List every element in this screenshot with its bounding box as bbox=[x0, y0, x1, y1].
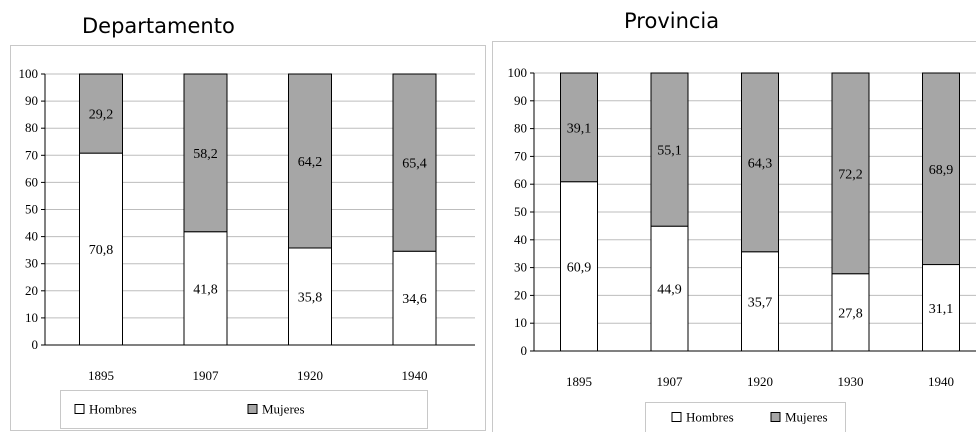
legend-swatch-hombres bbox=[671, 412, 682, 422]
y-tick-label: 60 bbox=[514, 176, 527, 191]
x-tick-label: 1920 bbox=[747, 374, 773, 389]
x-tick-label: 1907 bbox=[657, 374, 684, 389]
data-label-mujeres: 39,1 bbox=[567, 121, 592, 136]
y-tick-label: 80 bbox=[25, 120, 38, 135]
bar-hombres bbox=[650, 225, 689, 352]
x-tick-label: 1895 bbox=[88, 368, 114, 383]
data-label-hombres: 41,8 bbox=[193, 282, 218, 297]
data-label-hombres: 27,8 bbox=[838, 306, 863, 321]
y-tick-label: 0 bbox=[32, 337, 39, 352]
bar-mujeres bbox=[741, 72, 779, 253]
y-tick-label: 100 bbox=[508, 65, 528, 80]
bar-hombres bbox=[79, 152, 123, 346]
data-label-mujeres: 65,4 bbox=[402, 157, 427, 172]
legend-box bbox=[60, 390, 428, 429]
y-tick-label: 20 bbox=[25, 283, 38, 298]
data-label-hombres: 44,9 bbox=[657, 283, 682, 298]
x-tick-label: 1940 bbox=[928, 374, 954, 389]
x-tick-label: 1940 bbox=[402, 368, 428, 383]
y-tick-label: 10 bbox=[514, 315, 527, 330]
y-tick-label: 70 bbox=[514, 148, 527, 163]
bar-hombres bbox=[392, 250, 437, 346]
data-label-hombres: 34,6 bbox=[402, 292, 427, 307]
bar-mujeres bbox=[79, 73, 123, 154]
chart-departamento: 0 10 20 30 40 50 60 70 80 90 100 70,8 29,2 1895 41,8 58… bbox=[10, 45, 486, 431]
y-tick-label: 40 bbox=[25, 229, 38, 244]
legend-swatch-hombres bbox=[74, 404, 85, 414]
data-label-mujeres: 55,1 bbox=[657, 144, 682, 159]
x-tick-label: 1930 bbox=[838, 374, 864, 389]
y-tick-label: 70 bbox=[25, 147, 38, 162]
bar-mujeres bbox=[288, 73, 332, 249]
chart-title-departamento: Departamento bbox=[82, 14, 235, 38]
bar-hombres bbox=[831, 273, 870, 352]
bar-mujeres bbox=[392, 73, 437, 252]
y-tick-label: 90 bbox=[514, 93, 527, 108]
data-label-hombres: 35,7 bbox=[748, 295, 773, 310]
data-label-hombres: 31,1 bbox=[929, 302, 954, 317]
bar-mujeres bbox=[183, 73, 228, 233]
data-label-hombres: 60,9 bbox=[567, 260, 592, 275]
legend-label-mujeres: Mujeres bbox=[785, 410, 828, 425]
legend-label-hombres: Hombres bbox=[686, 410, 734, 425]
data-label-mujeres: 64,3 bbox=[748, 156, 773, 171]
data-label-hombres: 70,8 bbox=[89, 243, 114, 258]
y-tick-label: 50 bbox=[25, 202, 38, 217]
y-tick-label: 100 bbox=[19, 66, 39, 81]
bar-hombres bbox=[741, 251, 779, 352]
data-label-mujeres: 64,2 bbox=[298, 155, 323, 170]
legend-swatch-mujeres bbox=[770, 412, 781, 422]
bar-hombres bbox=[560, 181, 598, 352]
y-tick-label: 20 bbox=[514, 287, 527, 302]
x-tick-label: 1920 bbox=[297, 368, 323, 383]
legend-label-hombres: Hombres bbox=[89, 402, 137, 417]
data-label-hombres: 35,8 bbox=[298, 290, 323, 305]
y-tick-label: 90 bbox=[25, 93, 38, 108]
y-tick-label: 0 bbox=[521, 343, 528, 358]
y-tick-label: 10 bbox=[25, 310, 38, 325]
bar-mujeres bbox=[560, 72, 598, 183]
bar-hombres bbox=[183, 231, 228, 346]
data-label-mujeres: 72,2 bbox=[838, 167, 863, 182]
legend-swatch-mujeres bbox=[247, 404, 258, 414]
x-tick-label: 1907 bbox=[193, 368, 220, 383]
y-tick-label: 80 bbox=[514, 121, 527, 136]
chart-provincia: 0 10 20 30 40 50 60 70 80 90 100 60,9 39,1 1895 44,9 55… bbox=[492, 41, 976, 432]
y-tick-label: 40 bbox=[514, 232, 527, 247]
y-tick-label: 30 bbox=[514, 260, 527, 275]
data-label-mujeres: 58,2 bbox=[193, 147, 218, 162]
y-tick-label: 50 bbox=[514, 204, 527, 219]
data-label-mujeres: 29,2 bbox=[89, 108, 114, 123]
bar-mujeres bbox=[922, 72, 960, 266]
bar-hombres bbox=[288, 247, 332, 346]
x-tick-label: 1895 bbox=[566, 374, 592, 389]
legend-label-mujeres: Mujeres bbox=[262, 402, 305, 417]
data-label-mujeres: 68,9 bbox=[929, 163, 954, 178]
bar-mujeres bbox=[831, 72, 870, 275]
chart-title-provincia: Provincia bbox=[624, 9, 720, 33]
y-tick-label: 30 bbox=[25, 256, 38, 271]
y-tick-label: 60 bbox=[25, 174, 38, 189]
bar-mujeres bbox=[650, 72, 689, 227]
